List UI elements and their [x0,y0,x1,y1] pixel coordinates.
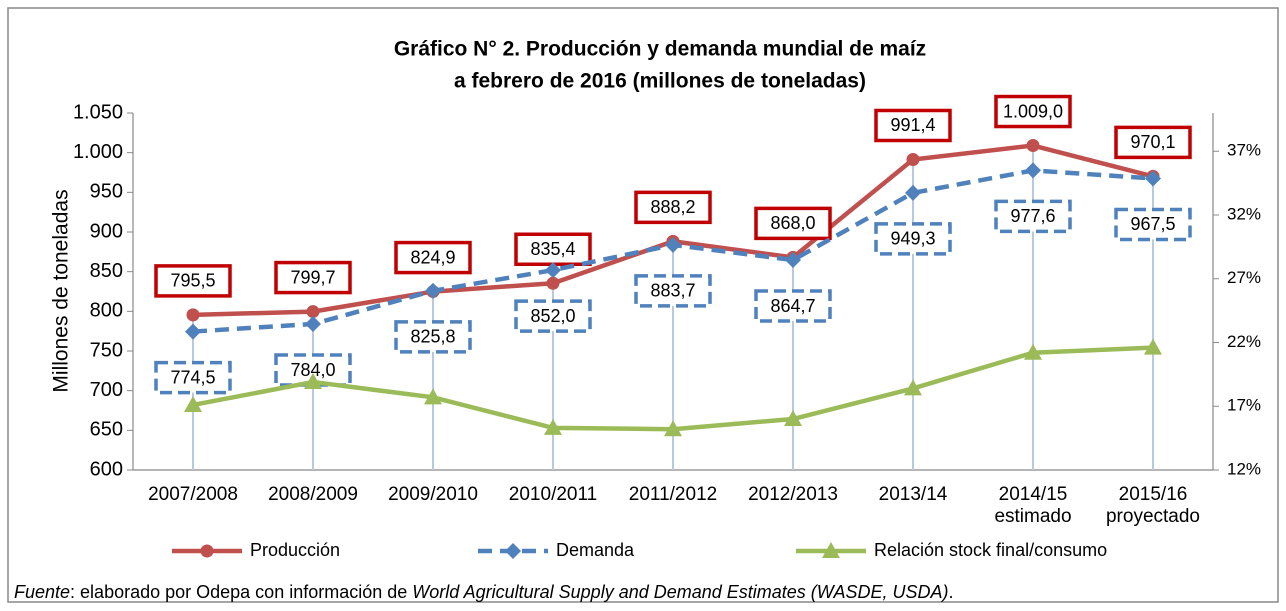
footer: Fuente: elaborado por Odepa con informac… [14,582,953,603]
point [784,410,802,426]
point [785,252,801,269]
data-label-box [1114,125,1192,160]
footer-end: . [948,582,954,602]
point [305,316,321,333]
data-label-box [394,240,472,275]
point [1024,343,1042,360]
data-label-box [874,222,952,256]
y2-tick-label: 17% [1227,396,1261,415]
point [1144,338,1162,355]
data-label: 970,1 [1130,132,1175,152]
data-label: 864,7 [770,296,815,316]
data-label: 799,7 [290,267,335,287]
footer-label: Fuente [14,582,71,602]
data-label: 883,7 [650,281,695,301]
x-tick-label: 2015/16 proyectado [1105,484,1200,527]
data-label-box [634,190,712,225]
data-label: 852,0 [530,306,575,326]
data-label-box [634,274,712,308]
data-label: 795,5 [170,271,215,291]
data-label: 967,5 [1130,214,1175,234]
point [665,236,681,253]
legend-label: Demanda [556,540,635,560]
point [546,276,560,290]
footer-source: World Agricultural Supply and Demand Est… [412,582,949,602]
y2-tick-label: 32% [1227,204,1261,223]
chart-title: Gráfico N° 2. Producción y demanda mundi… [394,38,926,61]
y-tick-label: 700 [90,379,123,401]
point [906,152,920,166]
y-tick-label: 850 [90,260,123,282]
x-tick-label: 2014/15 estimado [994,484,1072,527]
legend-marker [505,543,521,559]
y-tick-label: 1.000 [73,141,123,163]
data-label: 825,8 [410,327,455,347]
data-label-box [1114,207,1192,242]
data-label-box [994,94,1072,129]
y-tick-label: 650 [90,419,123,441]
data-label-box [754,206,832,241]
x-tick-label: 2013/14 [878,484,948,505]
legend-marker [822,542,840,558]
data-label: 991,4 [890,115,935,135]
legend-label: Relación stock final/consumo [874,540,1107,560]
y-tick-label: 1.050 [73,101,123,123]
x-tick-label: 2012/2013 [748,484,838,505]
legend-label: Producción [250,540,340,560]
point [306,305,320,319]
point [425,282,441,299]
data-label-box [274,260,352,295]
data-label: 977,6 [1010,206,1055,226]
point [184,395,202,412]
y-tick-label: 600 [90,458,123,480]
data-label: 784,0 [290,360,335,380]
data-label-box [154,264,232,298]
y2-tick-label: 37% [1227,141,1261,160]
data-label-box [394,320,472,354]
point [905,184,921,201]
point [1026,139,1040,153]
footer-text: : elaborado por Odepa con información de [70,582,413,602]
chart-subtitle: a febrero de 2016 (millones de toneladas… [454,70,866,93]
x-tick-label: 2011/2012 [628,484,718,505]
y-axis-label: Millones de toneladas [50,189,73,392]
data-label-box [154,360,232,395]
point [544,418,562,435]
data-label-box [754,289,832,323]
data-label-box [514,232,592,266]
x-tick-label: 2007/2008 [148,484,238,505]
legend-marker [200,544,214,558]
data-label: 1.009,0 [1003,101,1063,121]
data-label: 888,2 [650,197,695,217]
y2-tick-label: 27% [1227,268,1261,287]
data-label-box [994,199,1072,234]
y-tick-label: 900 [90,220,123,242]
point [1025,162,1041,179]
y2-tick-label: 12% [1227,459,1261,478]
data-label-box [874,108,952,143]
point [545,262,561,279]
x-tick-label: 2009/2010 [388,484,478,505]
point [186,308,200,322]
x-tick-label: 2010/2011 [508,484,598,505]
data-label: 949,3 [890,229,935,249]
data-label: 835,4 [530,239,575,259]
point [664,420,682,437]
point [904,379,922,396]
y-tick-label: 950 [90,181,123,203]
data-label: 824,9 [410,247,455,267]
data-label-box [514,299,592,333]
point [424,388,442,405]
point [185,323,201,340]
y2-tick-label: 22% [1227,332,1261,351]
point [1145,170,1161,187]
data-label: 868,0 [770,213,815,233]
x-tick-label: 2008/2009 [268,484,358,505]
point [304,373,322,390]
y-tick-label: 800 [90,300,123,322]
y-tick-label: 750 [90,339,123,361]
data-label: 774,5 [170,367,215,387]
